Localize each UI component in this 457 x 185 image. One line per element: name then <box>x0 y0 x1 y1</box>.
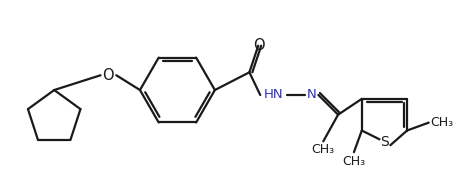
Text: O: O <box>254 38 265 53</box>
Text: O: O <box>103 68 114 83</box>
Text: N: N <box>307 88 316 101</box>
Text: CH₃: CH₃ <box>342 155 366 168</box>
Text: HN: HN <box>264 88 284 101</box>
Text: CH₃: CH₃ <box>312 143 335 156</box>
Text: S: S <box>380 135 389 149</box>
Text: CH₃: CH₃ <box>430 116 454 129</box>
